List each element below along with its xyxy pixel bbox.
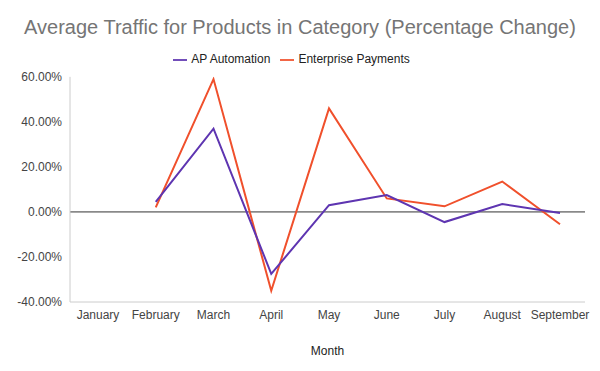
svg-text:January: January [77, 308, 120, 322]
svg-text:-20.00%: -20.00% [17, 250, 62, 264]
svg-text:20.00%: 20.00% [21, 160, 62, 174]
svg-text:July: July [434, 308, 455, 322]
svg-text:April: April [259, 308, 283, 322]
html-text:Enterprise Payments: Enterprise Payments [298, 52, 410, 66]
svg-text:-40.00%: -40.00% [17, 295, 62, 309]
svg-text:60.00%: 60.00% [21, 70, 62, 84]
svg-text:August: August [484, 308, 522, 322]
svg-text:March: March [197, 308, 230, 322]
svg-text:February: February [132, 308, 180, 322]
html-text:Average Traffic for Products i: Average Traffic for Products in Category… [24, 16, 576, 38]
svg-text:May: May [318, 308, 341, 322]
svg-text:Month: Month [311, 344, 344, 358]
html-text:AP Automation: AP Automation [191, 52, 271, 66]
svg-text:40.00%: 40.00% [21, 115, 62, 129]
svg-text:September: September [531, 308, 590, 322]
svg-text:0.00%: 0.00% [28, 205, 62, 219]
svg-text:June: June [374, 308, 400, 322]
